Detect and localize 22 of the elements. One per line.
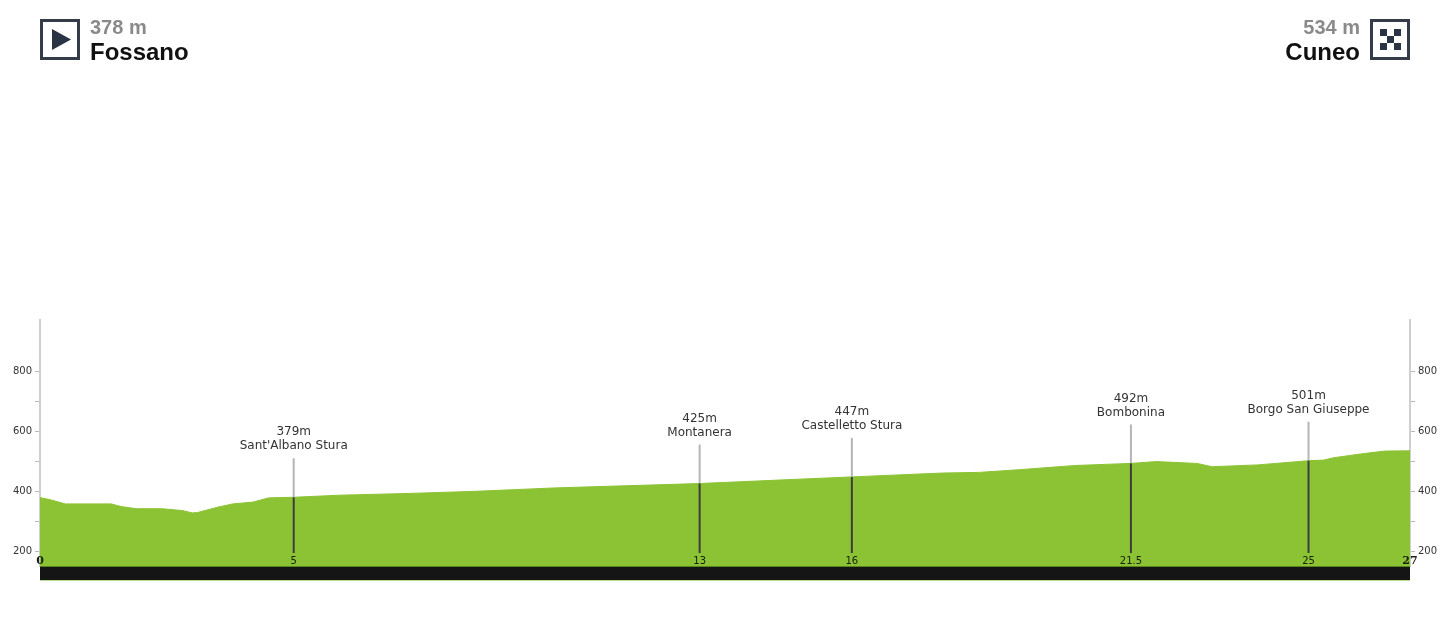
- y-tick-label: 800: [12, 364, 32, 376]
- x-tick-label: 5: [290, 555, 297, 566]
- x-tick-label: 16: [845, 555, 859, 566]
- text: Fossano: [90, 38, 189, 65]
- ref-line-label: 425m Montanera: [667, 410, 732, 439]
- y-tick-label: 400: [12, 484, 32, 496]
- y-tick-label: 200: [12, 544, 32, 556]
- ref-line-label: 379m Sant'Albano Stura: [239, 424, 348, 453]
- ref-line-label: 492m Bombonina: [1096, 390, 1165, 419]
- y2-tick-label: 400: [1418, 484, 1438, 496]
- x-tick-label: 13: [693, 555, 706, 566]
- x-tick-label: 25: [1302, 555, 1315, 566]
- text: Cuneo: [1285, 38, 1360, 65]
- ref-line-label: 501m Borgo San Giuseppe: [1247, 387, 1370, 416]
- ref-line-label: 447m Castelletto Stura: [801, 404, 903, 433]
- text: 534 m: [1302, 16, 1360, 38]
- y-tick-label: 600: [12, 424, 32, 436]
- x-tick-label: 21.5: [1119, 555, 1143, 566]
- y2-tick-label: 200: [1418, 544, 1438, 556]
- y2-tick-label: 600: [1418, 424, 1438, 436]
- text: 378 m: [90, 16, 148, 38]
- y2-tick-label: 800: [1418, 364, 1438, 376]
